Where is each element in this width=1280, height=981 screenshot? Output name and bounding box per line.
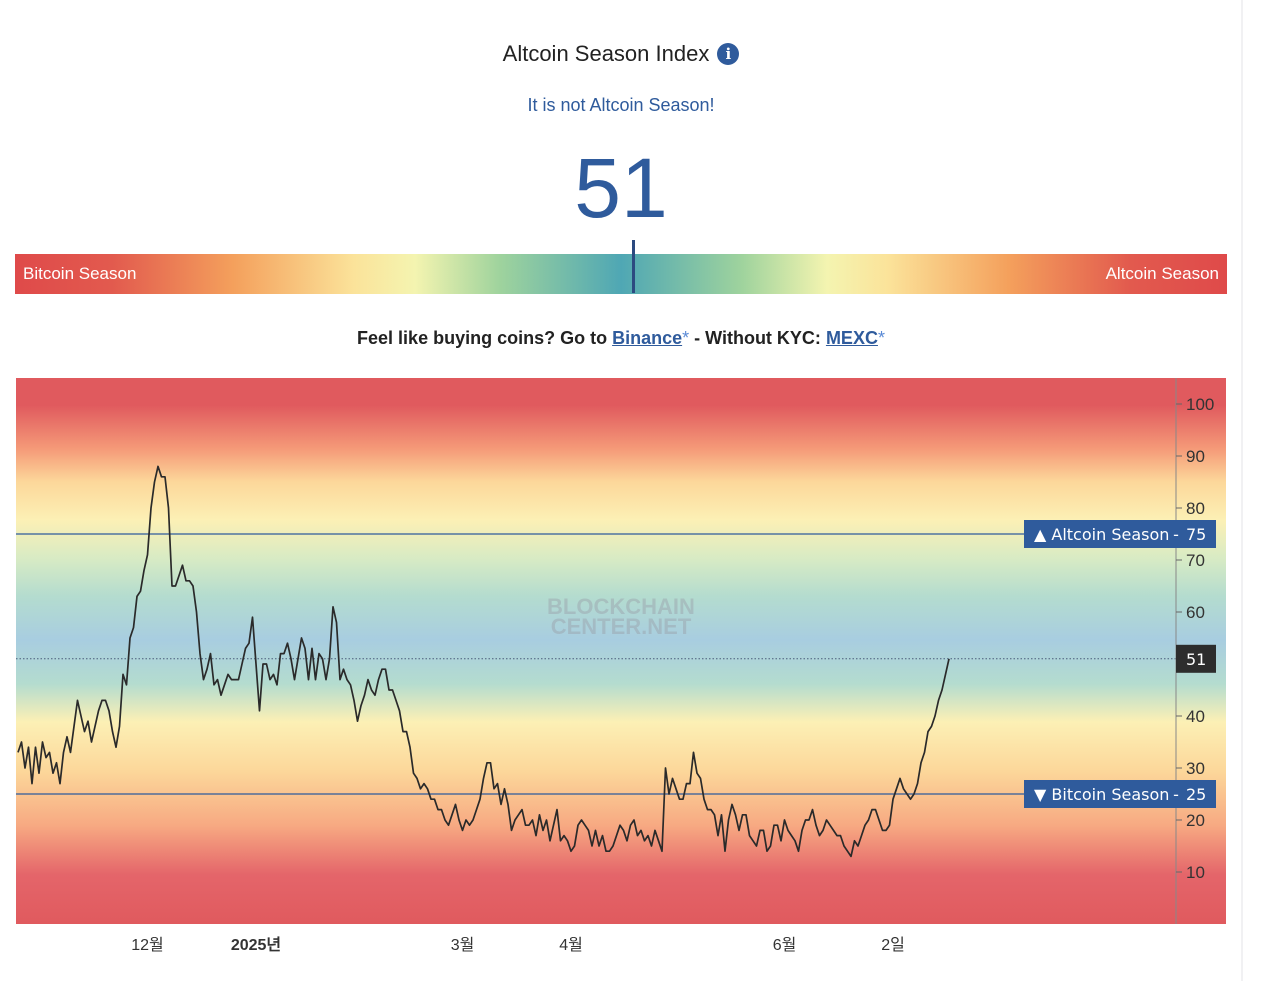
y-tick-label: 60 [1186, 603, 1205, 622]
y-tick-label: 80 [1186, 499, 1205, 518]
promo-middle: - Without KYC: [689, 328, 826, 348]
y-tick-label: 40 [1186, 707, 1205, 726]
info-icon[interactable]: i [717, 43, 740, 65]
threshold-tag-label: ▼ Bitcoin Season [1034, 785, 1169, 804]
season-gauge: Bitcoin Season Altcoin Season [15, 254, 1227, 294]
mexc-link[interactable]: MEXC [825, 328, 878, 348]
threshold-tag [1024, 520, 1216, 548]
page-edge-divider [1241, 0, 1243, 981]
y-tick-label: 30 [1186, 759, 1205, 778]
threshold-tag-value: 75 [1186, 525, 1206, 544]
series-line [17, 465, 950, 858]
x-tick-label: 4월 [559, 936, 583, 954]
gauge-left-label: Bitcoin Season [23, 264, 137, 283]
mexc-asterisk: * [877, 328, 885, 348]
threshold-tag-value: 25 [1186, 785, 1206, 804]
current-value-tag [1176, 644, 1216, 673]
threshold-tag-sep: - [1173, 525, 1179, 544]
index-value: 51 [574, 141, 668, 235]
y-tick-label: 10 [1186, 863, 1205, 882]
current-value-label: 51 [1186, 650, 1206, 669]
promo-line: Feel like buying coins? Go to Binance* -… [0, 328, 1242, 349]
x-tick-label: 6월 [773, 936, 797, 954]
y-tick-label: 20 [1186, 811, 1205, 830]
gauge-right-label: Altcoin Season [1105, 264, 1219, 283]
x-tick-label: 2025년 [231, 935, 281, 954]
binance-asterisk: * [682, 328, 690, 348]
gauge-needle [631, 240, 635, 293]
x-tick-label: 12월 [131, 936, 164, 954]
watermark-line: BLOCKCHAIN [547, 594, 695, 619]
season-status: It is not Altcoin Season! [527, 95, 715, 115]
y-tick-label: 90 [1186, 447, 1205, 466]
watermark-line: CENTER.NET [551, 614, 692, 639]
page-title: Altcoin Season Index [502, 41, 710, 66]
chart-background-bands [16, 378, 1226, 924]
x-axis-area [16, 924, 1226, 960]
y-tick-label: 100 [1186, 395, 1214, 414]
header: Altcoin Season Index i [0, 38, 1242, 70]
x-tick-label: 2일 [881, 936, 905, 954]
y-tick-label: 70 [1186, 551, 1205, 570]
threshold-tag-sep: - [1173, 785, 1179, 804]
threshold-tag [1024, 780, 1216, 808]
promo-prefix: Feel like buying coins? Go to [357, 328, 613, 348]
binance-link[interactable]: Binance [612, 328, 683, 348]
x-tick-label: 3월 [451, 936, 475, 954]
threshold-tag-label: ▲ Altcoin Season [1034, 525, 1169, 544]
